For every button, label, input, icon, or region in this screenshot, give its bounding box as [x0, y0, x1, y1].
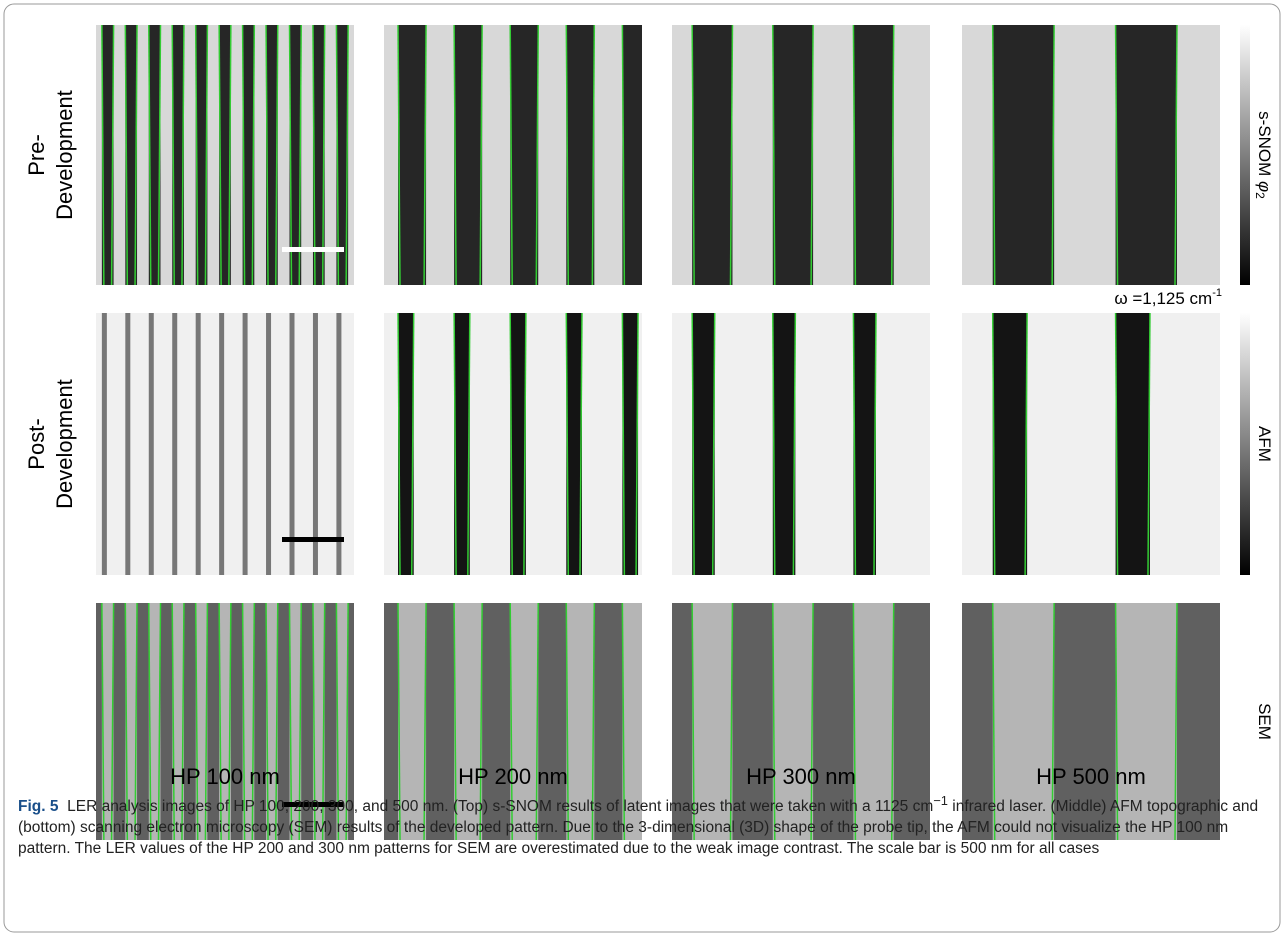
stripe	[773, 25, 813, 285]
stripe	[1116, 313, 1150, 575]
colorbar-label: s-SNOM φ2	[1253, 111, 1274, 199]
stripe	[219, 313, 224, 575]
image-panel	[672, 25, 930, 285]
scale-bar	[282, 537, 344, 542]
colorbar-label: SEM	[1255, 703, 1274, 740]
column-label: HP 100 nm	[170, 764, 280, 789]
stripe	[313, 313, 318, 575]
column-label: HP 500 nm	[1036, 764, 1146, 789]
image-panel	[962, 313, 1220, 575]
stripe	[290, 313, 295, 575]
stripe	[243, 313, 248, 575]
column-label: HP 300 nm	[746, 764, 856, 789]
image-panel	[384, 25, 642, 285]
stripe	[993, 313, 1027, 575]
row-label: Development	[52, 90, 77, 220]
wavenumber-superscript: -1	[1212, 287, 1222, 299]
colorbar-label: AFM	[1255, 426, 1274, 462]
stripe	[196, 313, 201, 575]
stripe	[566, 25, 594, 285]
colorbar-label-text: SEM	[1255, 703, 1274, 740]
stripe	[149, 313, 154, 575]
image-panel	[384, 313, 642, 575]
colorbar-subscript: 2	[1253, 192, 1267, 199]
stripe	[510, 25, 538, 285]
stripe	[1116, 25, 1177, 285]
colorbar-symbol: φ	[1255, 181, 1274, 192]
stripe	[336, 313, 341, 575]
stripe	[692, 25, 732, 285]
stripe	[266, 313, 271, 575]
wavenumber-text: ω =1,125 cm	[1114, 289, 1212, 308]
stripe	[622, 25, 642, 285]
colorbar	[1240, 25, 1250, 285]
row-label: Post-	[24, 418, 49, 469]
caption-label: Fig. 5	[18, 798, 58, 815]
colorbar-label-text: AFM	[1255, 426, 1274, 462]
stripe	[125, 313, 130, 575]
stripe	[853, 25, 893, 285]
scale-bar	[282, 247, 344, 252]
caption-superscript: −1	[933, 793, 948, 808]
image-panel	[96, 25, 354, 285]
caption: Fig. 5 LER analysis images of HP 100, 20…	[18, 790, 1268, 859]
row-label: Pre-	[24, 134, 49, 176]
wavenumber-label: ω =1,125 cm-1	[1114, 287, 1222, 309]
page: s-SNOM φ2Pre-DevelopmentAFMPost-Developm…	[0, 0, 1284, 936]
image-panel	[672, 313, 930, 575]
stripe	[692, 313, 715, 575]
stripe	[102, 313, 107, 575]
stripe	[853, 313, 876, 575]
stripe	[398, 25, 426, 285]
caption-text: LER analysis images of HP 100, 200, 300,…	[67, 798, 933, 815]
image-panel	[96, 313, 354, 575]
stripe	[454, 25, 482, 285]
column-label: HP 200 nm	[458, 764, 568, 789]
stripe	[993, 25, 1054, 285]
image-panel	[962, 25, 1220, 285]
colorbar-label-text: s-SNOM	[1255, 111, 1274, 181]
stripe	[172, 313, 177, 575]
colorbar	[1240, 313, 1250, 575]
row-label: Development	[52, 379, 77, 509]
stripe	[773, 313, 796, 575]
